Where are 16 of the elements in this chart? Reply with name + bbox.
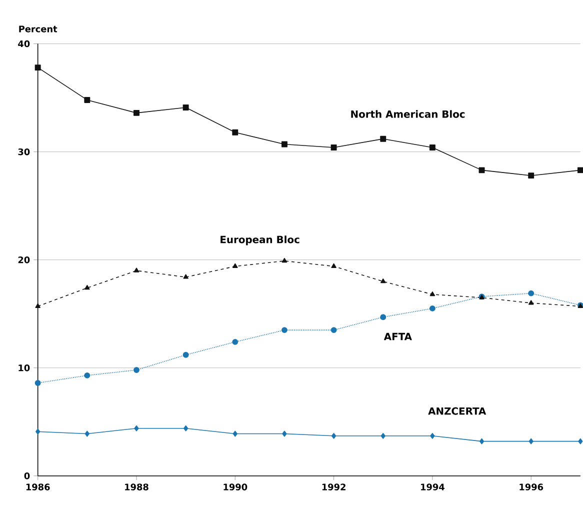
x-tick-label: 1996 (520, 484, 544, 490)
y-tick-label: 20 (18, 256, 30, 264)
y-tick-label: 10 (18, 364, 30, 372)
y-tick-label: 30 (18, 148, 30, 156)
x-tick-label: 1986 (26, 484, 50, 490)
y-tick-label: 0 (24, 472, 30, 480)
x-tick-label: 1988 (125, 484, 148, 490)
y-tick-label: 40 (18, 40, 30, 48)
text: North American Bloc (351, 110, 465, 118)
series-label: AFTA (384, 333, 412, 340)
x-tick-label: 1990 (224, 484, 248, 490)
x-tick-label: 1994 (421, 484, 444, 490)
y-axis-title: Percent (19, 26, 58, 32)
series-label: ANZCERTA (428, 407, 486, 415)
x-tick-label: 1992 (322, 484, 346, 490)
series-label: European Bloc (220, 236, 300, 246)
